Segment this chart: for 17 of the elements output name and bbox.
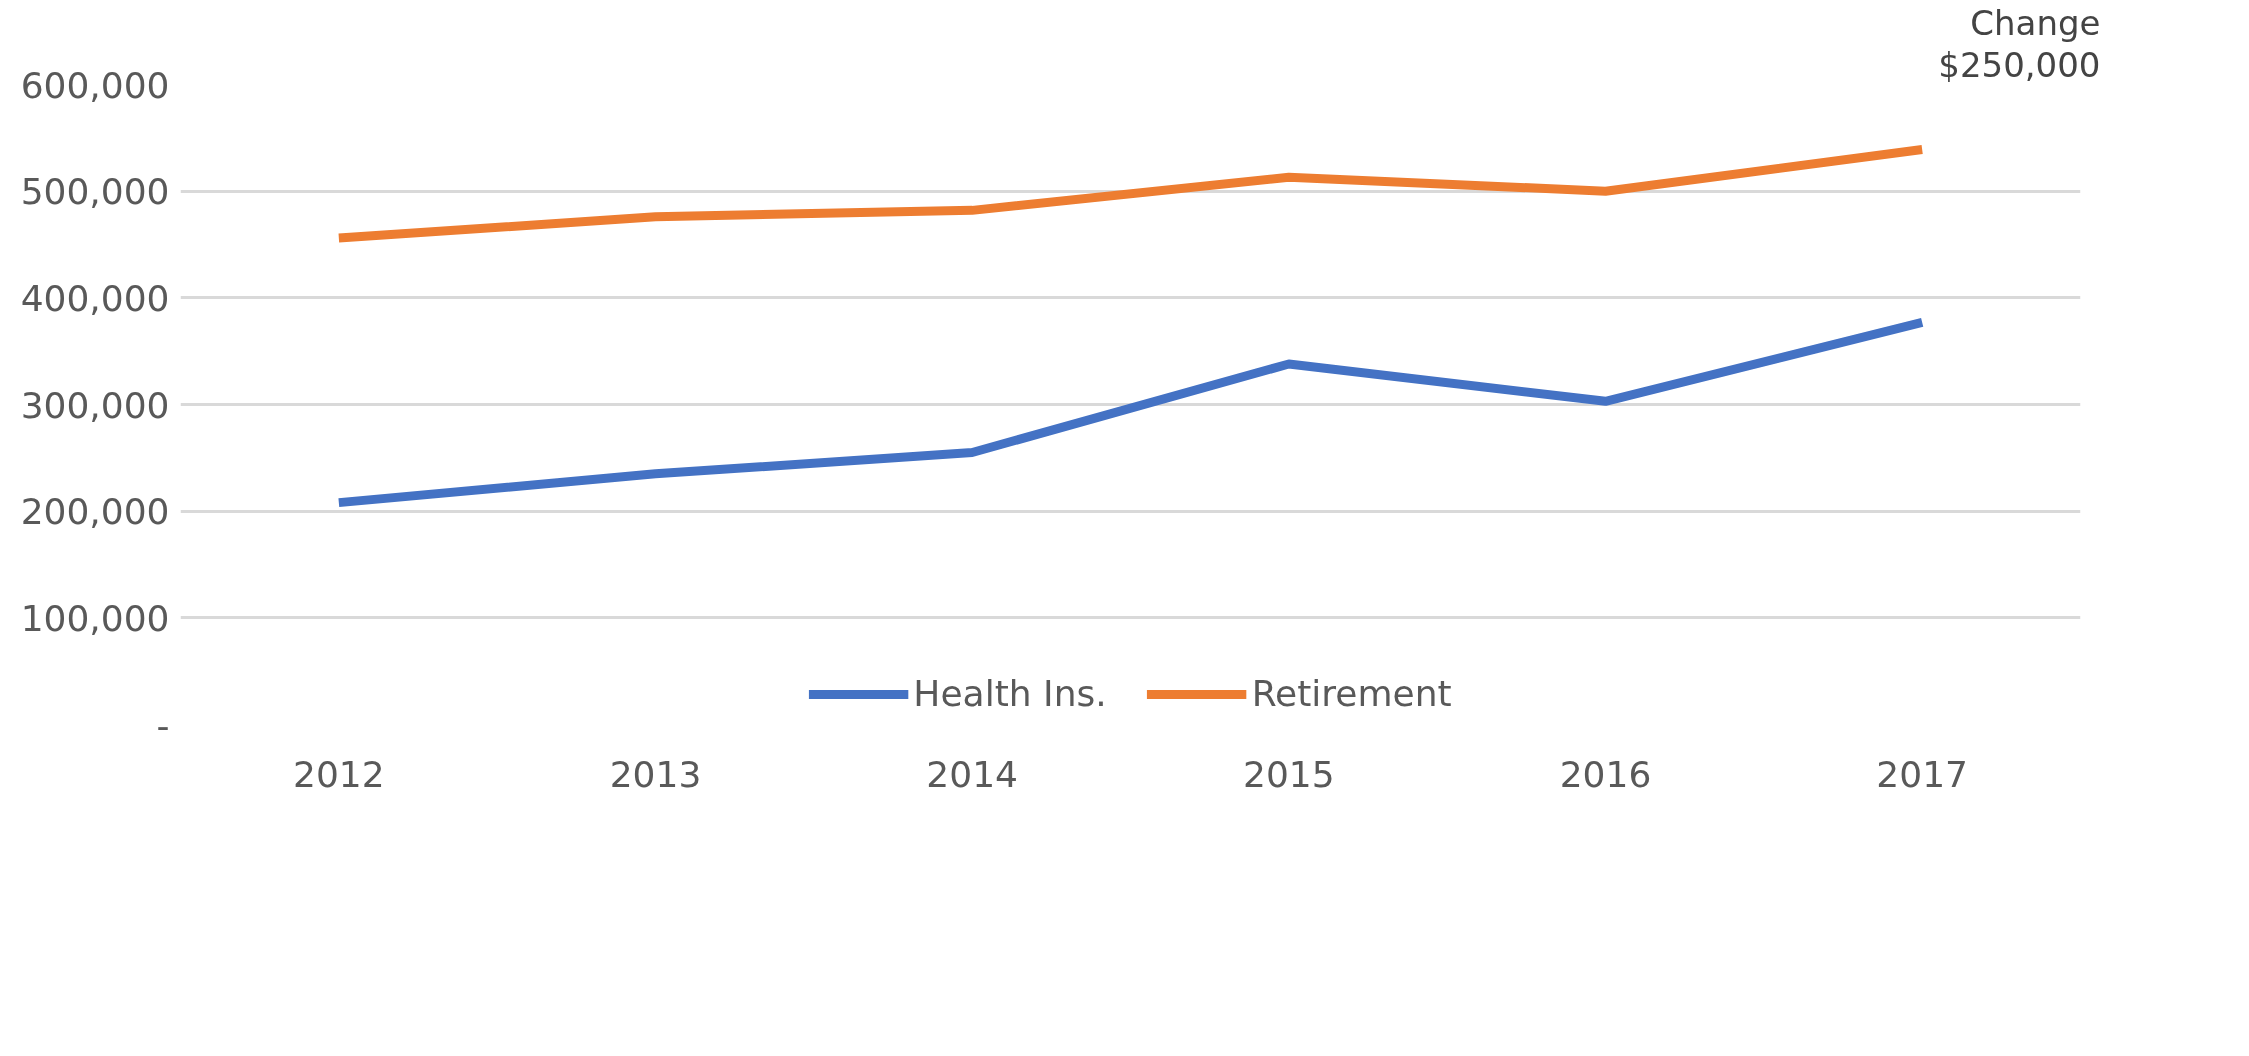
y-tick-label: 600,000 [20, 64, 170, 106]
x-tick-label: 2016 [1559, 753, 1652, 795]
text: Change [1970, 2, 2101, 43]
y-tick-label: 100,000 [20, 597, 170, 639]
x-tick-label: 2017 [1876, 753, 1968, 795]
y-tick-label: 400,000 [20, 277, 170, 319]
x-tick-label: 2015 [1243, 753, 1335, 795]
legend-label: Health Ins. [913, 673, 1107, 714]
y-tick-label: 300,000 [20, 384, 170, 426]
y-tick-label: 500,000 [20, 171, 170, 213]
x-tick-label: 2013 [609, 753, 702, 795]
text: $250,000 [1938, 44, 2101, 85]
y-tick-label: 200,000 [20, 491, 170, 533]
x-tick-label: 2014 [926, 753, 1018, 795]
x-tick-label: 2012 [293, 753, 385, 795]
y-tick-label: - [156, 704, 170, 746]
legend-label: Retirement [1251, 673, 1452, 714]
